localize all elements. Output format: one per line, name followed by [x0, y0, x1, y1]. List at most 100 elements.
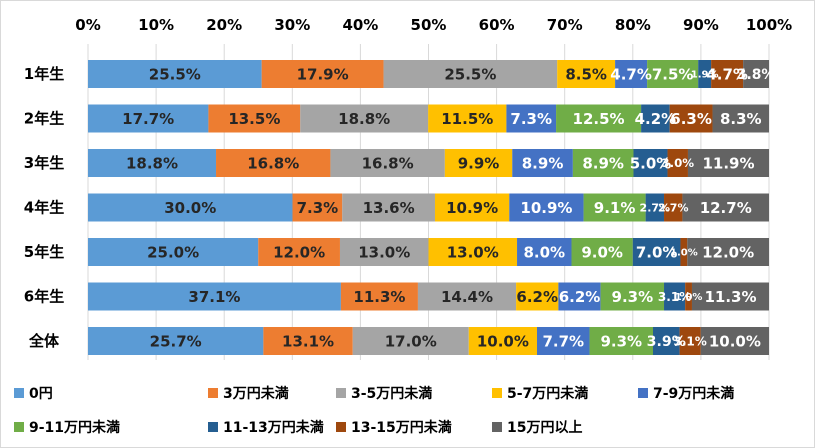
bar-segment — [342, 193, 435, 222]
bar-segment — [698, 60, 712, 88]
x-tick-label: 0% — [75, 16, 100, 34]
bar-segment — [557, 60, 616, 88]
bar-segment — [600, 282, 665, 311]
data-label: 17.0% — [385, 332, 437, 350]
bar-segment — [417, 282, 517, 311]
data-label: 10.0% — [709, 332, 761, 350]
bar-segment — [711, 60, 744, 88]
x-tick-label: 30% — [274, 16, 310, 34]
bar-segment — [632, 238, 681, 266]
bar-segment — [292, 193, 343, 222]
bar-segment — [743, 60, 769, 88]
x-tick-label: 10% — [138, 16, 174, 34]
data-label: 12.0% — [702, 243, 754, 261]
bar-segment — [428, 104, 507, 133]
bar-segment — [669, 104, 713, 133]
data-label: 9.1% — [594, 199, 636, 217]
data-label: 7.7% — [542, 332, 584, 350]
data-label: 3.9% — [647, 334, 686, 350]
bar-segment — [641, 104, 670, 133]
legend-label: 7-9万円未満 — [653, 385, 734, 402]
data-label: 13.0% — [447, 243, 499, 261]
x-tick-label: 40% — [342, 16, 378, 34]
legend-swatch — [492, 388, 502, 398]
data-label: 30.0% — [164, 199, 216, 217]
bar-segment — [258, 238, 340, 266]
data-label: 8.9% — [522, 154, 564, 172]
x-tick-label: 20% — [206, 16, 242, 34]
data-label: 25.5% — [444, 65, 496, 83]
bar-segment — [691, 282, 769, 311]
data-label: 17.7% — [122, 110, 174, 128]
bar-segment — [700, 327, 769, 355]
x-tick-label: 70% — [547, 16, 583, 34]
legend-swatch — [336, 422, 346, 432]
legend-label: 9-11万円未満 — [29, 419, 120, 436]
bar-segment — [339, 238, 429, 266]
bar-segment — [633, 149, 668, 177]
data-label: 13.0% — [358, 243, 410, 261]
bar-segment — [685, 282, 692, 311]
bar-segment — [216, 149, 331, 177]
bar-segment — [263, 327, 353, 355]
bar-series: 25.5% 17.9% 25.5% 8.5% 4.7% 7.5%1.9%4.7%3.8%1… — [88, 60, 775, 355]
data-label: 9.0% — [581, 243, 623, 261]
bar-segment — [615, 60, 648, 88]
legend-label: 5-7万円未満 — [507, 385, 588, 402]
data-label: 9.9% — [458, 154, 500, 172]
bar-segment — [517, 238, 572, 266]
data-label: 2.7% — [640, 201, 671, 214]
data-label: 18.8% — [126, 154, 178, 172]
legend-label: 15万円以上 — [507, 420, 582, 436]
data-label: 13.5% — [228, 110, 280, 128]
data-label: 3.1% — [673, 334, 706, 348]
bar-segment — [667, 149, 688, 177]
bar-segment — [680, 238, 688, 266]
data-label: 9.3% — [612, 288, 654, 306]
data-label: 5.0% — [630, 154, 672, 172]
legend-label: 3万円未満 — [223, 385, 289, 402]
bar-segment — [468, 327, 537, 355]
data-label: 16.8% — [362, 154, 414, 172]
data-label: 10.9% — [446, 199, 498, 217]
bar-segment — [383, 60, 558, 88]
category-label: 6年生 — [24, 288, 64, 306]
bar-segment — [679, 327, 701, 355]
bar-segment — [88, 149, 217, 177]
data-label: 7.5% — [652, 65, 694, 83]
bar-segment — [536, 327, 590, 355]
legend-swatch — [492, 422, 502, 432]
data-label: 4.7% — [706, 65, 748, 83]
data-label: 12.0% — [273, 243, 325, 261]
data-label: 2.7% — [658, 201, 689, 214]
data-label: 4.2% — [635, 110, 676, 128]
bar-segment — [434, 193, 510, 222]
data-label: 17.9% — [297, 65, 349, 83]
data-label: 11.3% — [704, 288, 756, 306]
data-label: 11.3% — [353, 288, 405, 306]
bar-segment — [509, 193, 584, 222]
bar-segment — [664, 193, 683, 222]
legend-swatch — [336, 388, 346, 398]
data-label: 3.1% — [658, 290, 691, 304]
bar-segment — [571, 238, 633, 266]
data-label: 12.7% — [700, 199, 752, 217]
bar-segment — [558, 282, 601, 311]
bar-segment — [88, 193, 293, 222]
data-label: 14.4% — [441, 288, 493, 306]
data-label: 8.5% — [565, 65, 607, 83]
bar-segment — [88, 327, 264, 355]
bar-segment — [340, 282, 418, 311]
bar-segment — [645, 193, 665, 222]
bar-segment — [572, 149, 634, 177]
data-label: 10.9% — [520, 199, 572, 217]
bar-segment — [444, 149, 513, 177]
category-label: 3年生 — [24, 154, 64, 172]
data-label: 25.7% — [150, 332, 202, 350]
data-label: 6.2% — [559, 288, 601, 306]
bar-segment — [506, 104, 557, 133]
bar-segment — [516, 282, 559, 311]
data-label: 1.0% — [670, 248, 698, 259]
bar-segment — [88, 104, 209, 133]
